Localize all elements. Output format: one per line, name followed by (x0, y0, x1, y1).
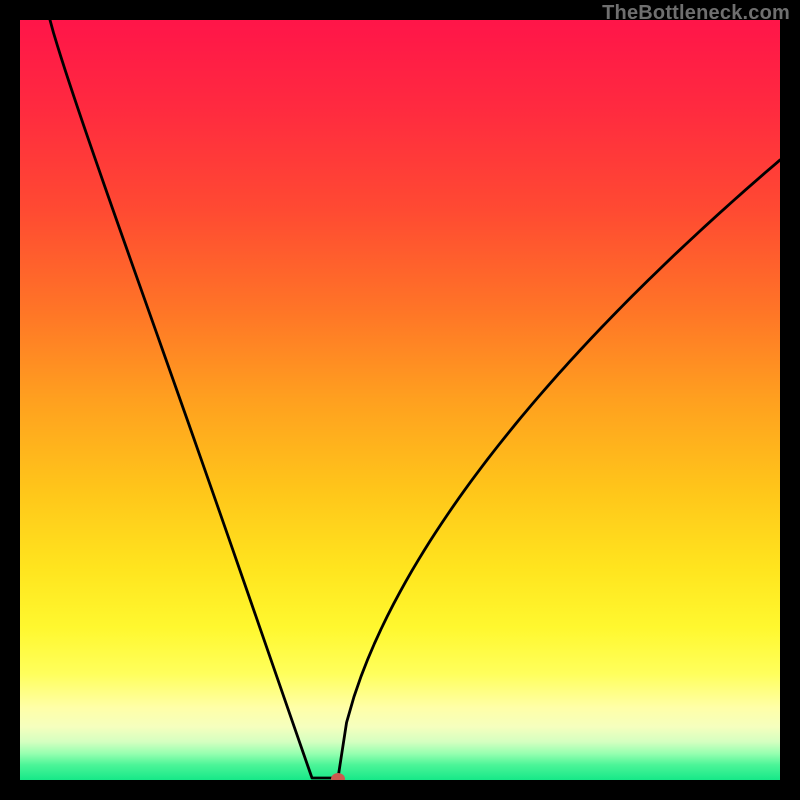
watermark-text: TheBottleneck.com (602, 2, 790, 25)
chart-container: TheBottleneck.com (0, 0, 800, 800)
chart-background (20, 20, 780, 780)
bottleneck-chart (0, 0, 800, 800)
